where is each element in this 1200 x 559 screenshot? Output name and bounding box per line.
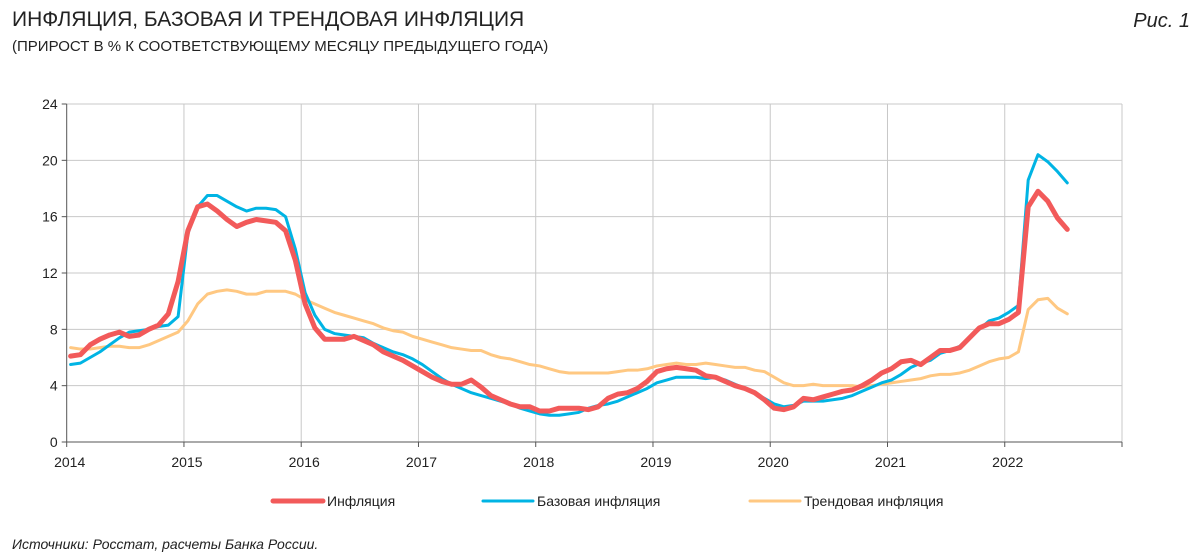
y-tick-label: 8 [50, 321, 58, 337]
x-tick-label: 2015 [171, 454, 202, 470]
legend-label: Базовая инфляция [537, 493, 660, 509]
x-tick-label: 2020 [758, 454, 789, 470]
chart-title: ИНФЛЯЦИЯ, БАЗОВАЯ И ТРЕНДОВАЯ ИНФЛЯЦИЯ [12, 8, 525, 31]
x-tick-label: 2022 [992, 454, 1023, 470]
series-line-0 [68, 188, 1070, 414]
figure-label: Рис. 1 [1133, 10, 1190, 32]
series-line-2 [69, 288, 1069, 389]
x-tick-label: 2016 [289, 454, 320, 470]
chart-subtitle: (ПРИРОСТ В % К СООТВЕТСТВУЮЩЕМУ МЕСЯЦУ П… [12, 38, 549, 55]
x-tick-label: 2021 [875, 454, 906, 470]
legend-label: Инфляция [327, 493, 395, 509]
y-tick-label: 20 [42, 152, 58, 168]
x-tick-label: 2019 [640, 454, 671, 470]
x-tick-label: 2018 [523, 454, 554, 470]
y-tick-label: 12 [42, 265, 58, 281]
x-tick-label: 2017 [406, 454, 437, 470]
y-tick-label: 24 [42, 96, 58, 112]
x-tick-label: 2014 [54, 454, 85, 470]
series-line-1 [69, 153, 1069, 417]
y-tick-label: 0 [50, 434, 58, 450]
y-tick-label: 16 [42, 209, 58, 225]
source-note: Источники: Росстат, расчеты Банка России… [12, 536, 319, 552]
legend-label: Трендовая инфляция [804, 493, 944, 509]
y-tick-label: 4 [50, 378, 58, 394]
